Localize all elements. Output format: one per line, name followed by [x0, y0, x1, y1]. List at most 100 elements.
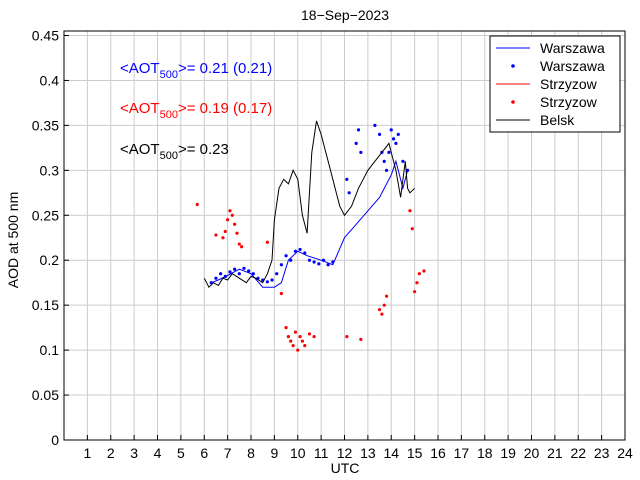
data-point-warszawa [247, 269, 251, 273]
x-tick-label: 2 [107, 445, 115, 461]
data-point-strzyzow [422, 269, 426, 273]
x-tick-label: 5 [177, 445, 185, 461]
x-tick-label: 24 [617, 445, 633, 461]
data-point-warszawa [345, 177, 349, 181]
legend-label: Belsk [540, 112, 575, 128]
y-tick-label: 0.3 [40, 162, 60, 178]
data-point-strzyzow [293, 330, 298, 334]
legend-label: Warszawa [540, 58, 605, 74]
legend-label: Warszawa [540, 40, 605, 56]
x-tick-label: 14 [383, 445, 399, 461]
x-tick-label: 4 [154, 445, 162, 461]
aot-annotation: <AOT500>= 0.19 (0.17) [120, 100, 272, 121]
x-tick-label: 18 [477, 445, 493, 461]
x-tick-label: 19 [500, 445, 516, 461]
data-point-warszawa [265, 280, 269, 284]
data-point-strzyzow [417, 272, 421, 276]
y-tick-label: 0.05 [32, 387, 59, 403]
x-tick-label: 20 [524, 445, 540, 461]
legend-dot-swatch [511, 100, 515, 104]
data-point-warszawa [242, 266, 246, 270]
y-tick-label: 0 [51, 432, 59, 448]
data-point-warszawa [406, 168, 410, 172]
data-point-warszawa [317, 262, 321, 266]
data-point-warszawa [219, 272, 223, 276]
series-layer [195, 120, 426, 352]
data-point-strzyzow [286, 335, 290, 339]
data-point-warszawa [251, 272, 255, 276]
data-point-strzyzow [380, 312, 384, 316]
x-tick-label: 10 [290, 445, 306, 461]
y-tick-label: 0.1 [40, 342, 60, 358]
x-tick-label: 17 [454, 445, 470, 461]
data-point-strzyzow [228, 209, 232, 213]
data-point-warszawa [214, 276, 218, 280]
x-tick-label: 6 [200, 445, 208, 461]
data-point-warszawa [384, 168, 389, 172]
data-point-warszawa [347, 191, 351, 195]
chart-title: 18−Sep−2023 [301, 7, 389, 23]
data-point-strzyzow [384, 294, 389, 298]
x-axis-ticks: 1 2 3 4 5 6 7 8 9 10 11 12 13 14 15 16 17 18 19 20 21 22 23 24 [83, 435, 633, 461]
legend-dot-swatch [511, 64, 515, 68]
data-point-strzyzow [415, 281, 419, 285]
x-tick-label: 8 [247, 445, 255, 461]
x-tick-label: 15 [407, 445, 423, 461]
data-point-warszawa [307, 258, 312, 262]
y-tick-label: 0.2 [40, 252, 60, 268]
data-point-strzyzow [377, 308, 382, 312]
data-point-warszawa [396, 132, 400, 136]
x-tick-label: 3 [130, 445, 138, 461]
data-point-strzyzow [226, 218, 230, 222]
data-point-warszawa [303, 251, 307, 255]
data-point-warszawa [354, 141, 358, 145]
data-point-warszawa [293, 249, 298, 253]
aot-annotation: <AOT500>= 0.23 [120, 141, 229, 162]
data-point-strzyzow [408, 209, 412, 213]
legend: Warszawa Warszawa Strzyzow Strzyzow Belsk [489, 35, 621, 133]
data-point-warszawa [321, 258, 326, 262]
x-tick-label: 16 [430, 445, 446, 461]
legend-label: Strzyzow [540, 94, 598, 110]
data-point-warszawa [373, 123, 377, 127]
data-point-strzyzow [291, 344, 295, 348]
data-point-warszawa [401, 159, 405, 163]
annotations: <AOT500>= 0.21 (0.21) <AOT500>= 0.19 (0.1… [120, 60, 272, 162]
data-point-strzyzow [312, 335, 316, 339]
x-tick-label: 23 [594, 445, 610, 461]
data-point-warszawa [394, 141, 398, 145]
y-tick-label: 0.25 [32, 207, 59, 223]
series-line-belsk [203, 120, 415, 289]
data-point-strzyzow [303, 344, 307, 348]
data-point-strzyzow [233, 222, 237, 226]
x-tick-label: 12 [337, 445, 353, 461]
data-point-strzyzow [382, 303, 386, 307]
x-tick-label: 11 [314, 445, 329, 461]
data-point-strzyzow [240, 245, 244, 249]
data-point-strzyzow [214, 233, 218, 237]
grid [64, 31, 626, 440]
data-point-strzyzow [300, 339, 305, 343]
data-point-warszawa [228, 270, 232, 274]
data-point-warszawa [233, 267, 237, 271]
data-point-strzyzow [413, 290, 417, 294]
y-tick-label: 0.15 [32, 297, 59, 313]
data-point-strzyzow [359, 337, 363, 341]
data-point-warszawa [359, 150, 363, 154]
data-point-strzyzow [284, 326, 288, 330]
data-point-warszawa [331, 260, 335, 264]
data-point-warszawa [298, 247, 302, 252]
y-tick-label: 0.4 [40, 72, 60, 88]
data-point-strzyzow [230, 213, 234, 217]
x-tick-label: 13 [360, 445, 376, 461]
data-point-strzyzow [410, 227, 414, 231]
data-point-warszawa [387, 150, 391, 154]
data-point-strzyzow [221, 236, 225, 240]
data-point-warszawa [391, 137, 396, 141]
series-line-warszawa [211, 159, 409, 288]
x-tick-label: 7 [224, 445, 232, 461]
data-point-strzyzow [279, 291, 283, 296]
y-axis-label: AOD at 500 nm [5, 192, 21, 289]
data-point-strzyzow [265, 240, 269, 244]
